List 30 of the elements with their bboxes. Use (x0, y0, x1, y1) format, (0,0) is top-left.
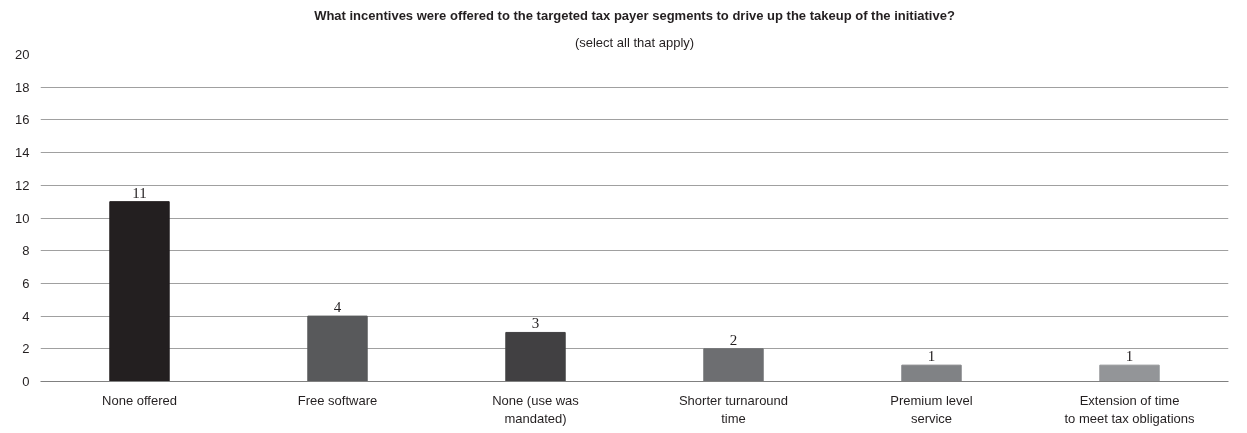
y-tick-label: 10 (15, 210, 30, 226)
y-tick-label: 2 (22, 341, 30, 357)
y-tick-label: 4 (22, 308, 30, 324)
y-tick-label: 18 (15, 79, 30, 95)
x-tick-label: None (use was mandated) (492, 392, 580, 426)
y-tick-label: 6 (22, 275, 30, 291)
bar (307, 315, 368, 382)
y-tick-label: 20 (15, 47, 30, 62)
chart-subtitle: (select all that apply) (574, 34, 695, 50)
bar (1099, 364, 1160, 382)
x-tick-label: Premium level service (890, 392, 973, 426)
y-tick-label: 8 (22, 243, 30, 259)
bar (109, 201, 170, 382)
y-tick-label: 14 (15, 145, 30, 161)
data-label: 11 (132, 184, 147, 201)
bar (703, 348, 764, 382)
data-label: 1 (1125, 348, 1134, 365)
chart-title: What incentives were offered to the targeted tax payer segments to drive up the takeup of the initiative? (314, 7, 955, 23)
y-tick-label: 12 (15, 177, 30, 193)
x-tick-label: None offered (102, 392, 177, 408)
x-tick-label: Free software (297, 392, 378, 408)
data-label: 3 (531, 315, 540, 332)
x-tick-label: Shorter turnaround time (678, 392, 789, 426)
x-tick-label: Extension of time to meet tax obligations (1064, 392, 1196, 426)
y-tick-label: 0 (22, 374, 30, 389)
data-label: 2 (729, 331, 738, 348)
data-label: 4 (333, 299, 342, 316)
y-tick-label: 16 (15, 112, 30, 128)
data-label: 1 (927, 348, 936, 365)
bar (505, 331, 566, 382)
